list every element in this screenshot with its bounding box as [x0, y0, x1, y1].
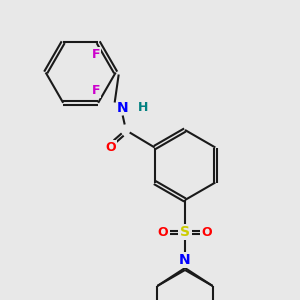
- Text: N: N: [179, 253, 191, 267]
- Text: N: N: [117, 100, 128, 115]
- Text: O: O: [158, 226, 168, 238]
- Text: O: O: [105, 141, 116, 154]
- Text: H: H: [137, 101, 148, 114]
- Text: S: S: [180, 225, 190, 239]
- Text: F: F: [92, 84, 100, 97]
- Text: F: F: [92, 48, 100, 61]
- Text: O: O: [202, 226, 212, 238]
